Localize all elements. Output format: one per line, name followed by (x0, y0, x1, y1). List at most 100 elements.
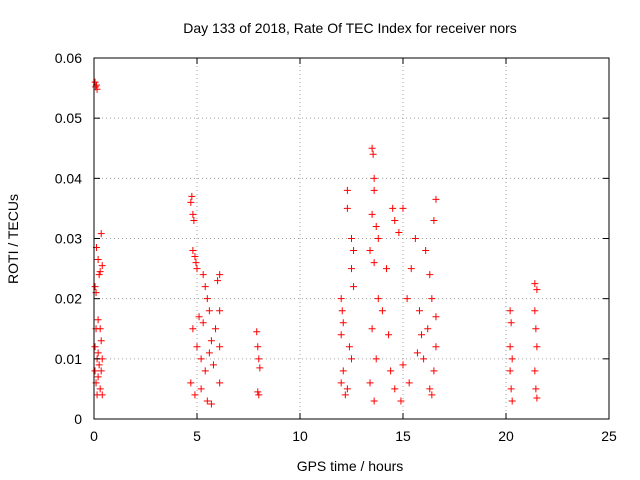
data-point-marker (422, 247, 430, 255)
y-tick-labels: 0 0.01 0.02 0.03 0.04 0.05 0.06 (55, 50, 82, 427)
data-point-marker (216, 271, 224, 279)
data-point-marker (201, 367, 209, 375)
data-point-marker (197, 385, 205, 393)
data-point-marker (212, 325, 220, 333)
y-tick-label: 0.06 (55, 50, 82, 66)
data-point-marker (506, 307, 514, 315)
data-point-marker (91, 343, 99, 351)
data-point-marker (216, 379, 224, 387)
data-point-marker (191, 391, 199, 399)
data-point-marker (411, 235, 419, 242)
data-point-marker (193, 343, 201, 351)
data-point-marker (203, 397, 211, 405)
data-point-marker (399, 204, 407, 212)
data-point-marker (205, 307, 213, 315)
data-point-marker (378, 307, 386, 315)
data-point-marker (403, 295, 411, 303)
x-tick-label: 15 (395, 428, 411, 444)
data-point-marker (531, 280, 539, 288)
y-tick-label: 0.02 (55, 291, 82, 307)
y-tick-label: 0 (74, 411, 82, 427)
data-point-marker (533, 394, 541, 402)
data-point-marker (369, 150, 377, 158)
data-point-marker (91, 78, 99, 86)
y-tick-label: 0.03 (55, 231, 82, 247)
data-point-marker (343, 204, 351, 212)
data-point-marker (374, 295, 382, 303)
data-point-marker (192, 259, 200, 267)
data-point-marker (95, 361, 103, 369)
data-point-marker (188, 192, 196, 200)
data-point-marker (254, 343, 262, 351)
data-point-marker (255, 355, 263, 363)
data-point-marker (95, 271, 103, 279)
data-point-marker (207, 400, 215, 408)
data-point-marker (189, 210, 197, 218)
axis-ticks (93, 57, 610, 420)
y-tick-label: 0.05 (55, 110, 82, 126)
x-tick-label: 5 (193, 428, 201, 444)
data-point-marker (97, 337, 105, 345)
data-point-marker (91, 367, 99, 375)
data-point-marker (190, 216, 198, 224)
data-point-marker (385, 331, 393, 339)
data-point-marker (383, 265, 391, 273)
data-point-marker (93, 391, 101, 399)
data-point-marker (96, 268, 104, 276)
data-point-marker (255, 391, 263, 399)
data-point-marker (187, 198, 195, 206)
data-point-marker (532, 385, 540, 393)
data-point-marker (407, 265, 415, 273)
data-point-marker (430, 216, 438, 224)
y-axis-label: ROTI / TECUs (5, 194, 21, 284)
data-point-marker (420, 355, 428, 363)
data-point-marker (216, 343, 224, 351)
data-point-marker (216, 307, 224, 315)
data-point-marker (254, 388, 262, 396)
data-point-marker (97, 230, 105, 238)
data-point-marker (405, 379, 413, 387)
data-point-marker (94, 316, 102, 324)
data-point-marker (368, 210, 376, 218)
data-point-marker (94, 349, 102, 357)
x-tick-label: 0 (90, 428, 98, 444)
data-point-marker (531, 307, 539, 315)
data-point-marker (197, 355, 205, 363)
data-point-marker (424, 325, 432, 333)
data-point-marker (508, 355, 516, 363)
data-point-marker (337, 331, 345, 339)
data-point-marker (366, 247, 374, 255)
data-point-marker (531, 367, 539, 375)
data-point-marker (432, 343, 440, 351)
data-point-marker (348, 265, 355, 273)
data-point-marker (339, 319, 347, 327)
data-point-marker (397, 397, 405, 405)
data-point-marker (508, 397, 516, 405)
data-point-marker (341, 391, 349, 399)
data-point-marker (191, 253, 199, 261)
data-point-marker (205, 349, 213, 357)
data-point-marker (193, 265, 201, 273)
data-point-marker (432, 195, 440, 203)
data-point-marker (94, 373, 102, 381)
data-point-marker (94, 256, 102, 264)
data-point-marker (533, 286, 541, 294)
data-point-marker (372, 355, 380, 363)
data-point-marker (426, 385, 434, 393)
data-point-marker (399, 361, 407, 369)
data-point-marker (532, 325, 540, 333)
data-point-marker (426, 271, 434, 279)
data-point-marker (533, 343, 541, 351)
data-point-marker (96, 385, 104, 393)
chart-title: Day 133 of 2018, Rate Of TEC Index for r… (183, 20, 517, 36)
data-point-marker (337, 295, 345, 303)
data-point-marker (506, 343, 514, 351)
data-point-marker (350, 283, 358, 291)
data-point-marker (338, 307, 346, 315)
data-point-marker (256, 364, 264, 372)
data-point-marker (428, 391, 436, 399)
data-point-marker (366, 379, 374, 387)
data-point-marker (187, 379, 195, 387)
data-point-marker (395, 228, 403, 236)
